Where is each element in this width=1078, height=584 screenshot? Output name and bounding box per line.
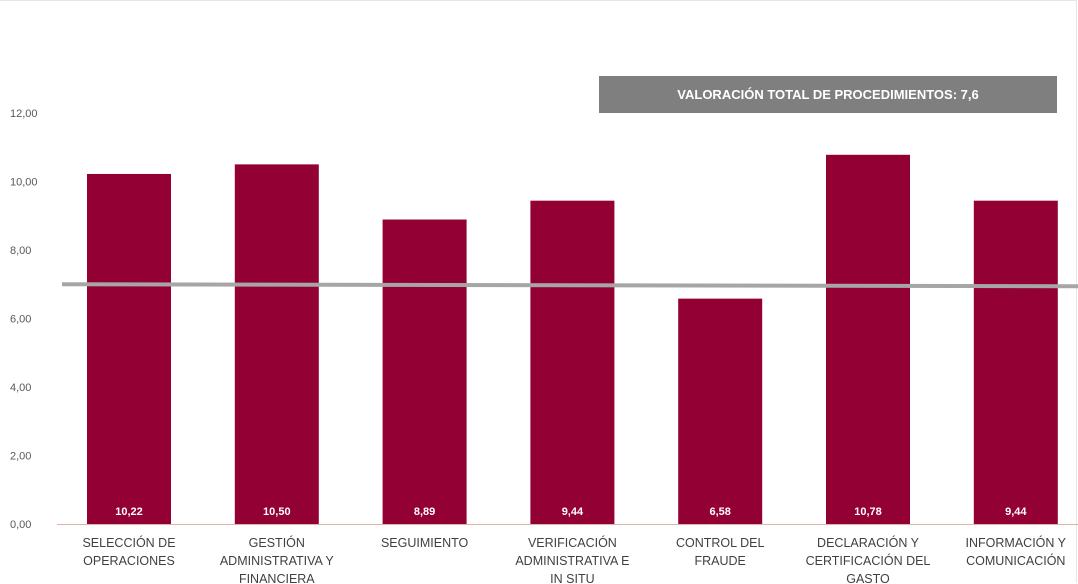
category-label-line: GESTIÓN (249, 535, 305, 550)
y-tick-label: 10,00 (10, 177, 38, 189)
y-tick-label: 6,00 (10, 314, 31, 326)
category-label-line: INFORMACIÓN Y (966, 535, 1067, 550)
bar (530, 200, 615, 524)
data-label: 10,78 (854, 506, 882, 518)
bar (973, 200, 1058, 524)
category-label: SELECCIÓN DE OPERACIONES (82, 535, 175, 568)
bar (234, 164, 319, 524)
data-label: 9,44 (562, 506, 584, 518)
category-label-line: DECLARACIÓN Y (817, 535, 920, 550)
bar (87, 173, 171, 524)
bars (87, 154, 1058, 524)
y-tick-label: 2,00 (10, 451, 31, 463)
reference-line-layer (61, 282, 1078, 289)
y-tick-label: 12,00 (10, 108, 38, 120)
category-label: VERIFICACIÓN ADMINISTRATIVA E IN SITU (515, 535, 629, 584)
category-label: DECLARACIÓN Y CERTIFICACIÓN DEL GASTO (806, 535, 931, 584)
y-tick-label: 4,00 (10, 382, 31, 394)
y-axis: 0,00 2,00 4,00 6,00 8,00 10,00 12,00 (10, 108, 38, 531)
data-labels: 10,22 10,50 8,89 9,44 6,58 10,78 9,44 (115, 506, 1027, 518)
category-label: GESTIÓN ADMINISTRATIVA Y FINANCIERA (220, 535, 335, 584)
y-tick-label: 0,00 (10, 519, 31, 531)
data-label: 10,50 (263, 506, 291, 518)
category-label-line: OPERACIONES (83, 554, 175, 568)
total-valuation-banner: VALORACIÓN TOTAL DE PROCEDIMIENTOS: 7,6 (599, 76, 1057, 113)
category-label-line: SEGUIMIENTO (381, 536, 469, 550)
category-label-line: SELECCIÓN DE (82, 535, 175, 550)
category-label: INFORMACIÓN Y COMUNICACIÓN (966, 535, 1067, 568)
category-label-line: FRAUDE (694, 554, 745, 568)
bar (678, 298, 763, 524)
category-label-line: COMUNICACIÓN (966, 553, 1065, 568)
data-label: 9,44 (1005, 506, 1027, 518)
category-label: SEGUIMIENTO (381, 536, 469, 550)
category-label-line: GASTO (846, 572, 890, 584)
category-label-line: ADMINISTRATIVA E (515, 554, 629, 568)
category-label-line: IN SITU (550, 572, 594, 584)
y-tick-label: 8,00 (10, 245, 31, 257)
category-labels: SELECCIÓN DE OPERACIONES GESTIÓN ADMINISTRA… (82, 535, 1066, 584)
bar (826, 154, 910, 524)
category-label-line: CERTIFICACIÓN DEL (806, 553, 931, 568)
category-label-line: FINANCIERA (239, 572, 315, 584)
category-label-line: VERIFICACIÓN (528, 535, 617, 550)
data-label: 6,58 (709, 506, 730, 518)
data-label: 10,22 (115, 506, 143, 518)
reference-line (61, 282, 1078, 289)
category-label: CONTROL DEL FRAUDE (676, 536, 764, 568)
category-label-line: ADMINISTRATIVA Y (220, 554, 335, 568)
category-label-line: CONTROL DEL (676, 536, 764, 550)
data-label: 8,89 (414, 506, 435, 518)
bar (382, 219, 467, 524)
